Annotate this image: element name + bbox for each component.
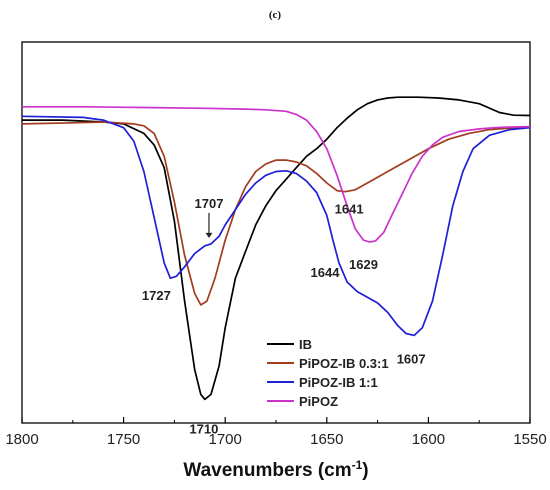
x-axis-title-superscript: -1 xyxy=(352,458,363,472)
peak-label-1707: 1707 xyxy=(195,196,224,211)
peak-label-1607: 1607 xyxy=(397,351,426,366)
x-axis-title-tail: ) xyxy=(362,460,368,481)
x-tick-label-1700: 1700 xyxy=(209,431,242,448)
x-tick-label-1550: 1550 xyxy=(513,431,546,448)
peak-arrow-head xyxy=(205,232,213,238)
peak-label-1629: 1629 xyxy=(349,257,378,272)
series-line-pipoz-ib-1-1 xyxy=(21,115,531,337)
series-line-pipoz xyxy=(22,105,531,243)
peak-annotations: 1707 1727 1710 1641 1629 1644 1607 xyxy=(142,196,426,436)
series-line-pipoz-ib-0-3-1 xyxy=(21,121,531,306)
series-layer xyxy=(21,96,531,401)
x-tick-label-1750: 1750 xyxy=(107,431,140,448)
legend-label-ib: IB xyxy=(299,337,312,352)
x-axis-title: Wavenumbers (cm-1) xyxy=(183,458,368,481)
peak-label-1727: 1727 xyxy=(142,288,171,303)
legend-label-pipoz: PiPOZ xyxy=(299,394,338,409)
peak-label-1710: 1710 xyxy=(189,421,218,436)
x-tick-label-1650: 1650 xyxy=(310,431,343,448)
panel-label: (c) xyxy=(269,9,282,21)
x-tick-label-1800: 1800 xyxy=(5,431,38,448)
legend-label-pipoz-ib-0-3-1: PiPOZ-IB 0.3:1 xyxy=(299,356,389,371)
peak-label-1641: 1641 xyxy=(335,202,364,217)
legend-label-pipoz-ib-1-1: PiPOZ-IB 1:1 xyxy=(299,375,378,390)
series-line-ib xyxy=(22,96,531,401)
legend: IB PiPOZ-IB 0.3:1 PiPOZ-IB 1:1 PiPOZ xyxy=(267,337,389,409)
peak-label-1644: 1644 xyxy=(311,265,341,280)
x-tick-label-1600: 1600 xyxy=(412,431,445,448)
x-axis-title-main: Wavenumbers (cm xyxy=(183,460,351,481)
x-axis-ticks: 1800 1750 1700 1650 1600 1550 xyxy=(5,417,547,448)
